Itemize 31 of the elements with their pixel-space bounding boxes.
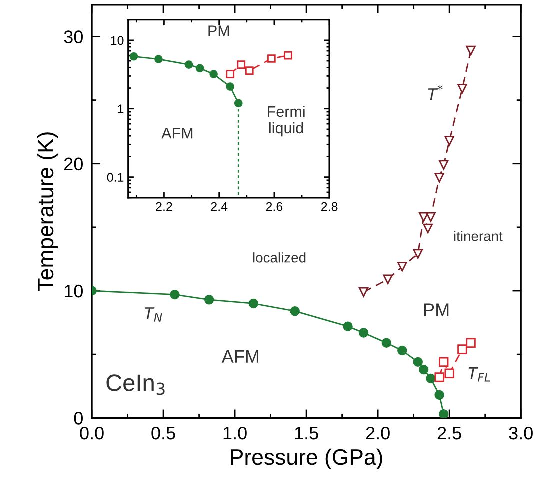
annotation: PM xyxy=(208,26,230,36)
x-tick-label: 0.0 xyxy=(80,426,104,440)
y-tick-label: 20 xyxy=(64,158,83,171)
x-tick-label: 1.5 xyxy=(295,427,318,440)
x-tick-label: 2.8 xyxy=(322,202,338,212)
series-label: T$^{*}$ xyxy=(428,85,443,100)
x-axis-title: Pressure (GPa) xyxy=(231,448,382,470)
x-tick-label: 0.5 xyxy=(152,426,176,440)
annotation: itinerant xyxy=(454,231,503,242)
x-tick-label: 2.0 xyxy=(366,426,390,440)
x-tick-label: 2.2 xyxy=(156,202,172,212)
annotation: CeIn$_{3}$ xyxy=(106,374,165,396)
y-tick-label: 10 xyxy=(111,36,124,46)
annotation: Fermi liquid xyxy=(268,106,305,137)
series-label: T$_{N}$ xyxy=(145,308,162,322)
y-tick-label: 1 xyxy=(118,104,124,114)
x-tick-label: 1.0 xyxy=(224,426,247,440)
annotation: localized xyxy=(253,252,306,263)
y-axis-title: Temperature (K) xyxy=(37,132,58,292)
annotation: AFM xyxy=(222,350,258,363)
y-tick-label: 0.1 xyxy=(107,173,124,182)
y-tick-label: 30 xyxy=(64,30,83,44)
y-tick-label: 0 xyxy=(74,412,83,425)
x-tick-label: 2.4 xyxy=(211,202,228,212)
annotation: AFM xyxy=(162,128,193,139)
y-tick-label: 10 xyxy=(64,284,83,298)
x-tick-label: 2.5 xyxy=(438,426,462,440)
x-tick-label: 3.0 xyxy=(509,426,533,440)
annotation: PM xyxy=(424,304,449,316)
x-tick-label: 2.6 xyxy=(266,202,283,212)
series-label: T$_{FL}$ xyxy=(468,368,490,382)
